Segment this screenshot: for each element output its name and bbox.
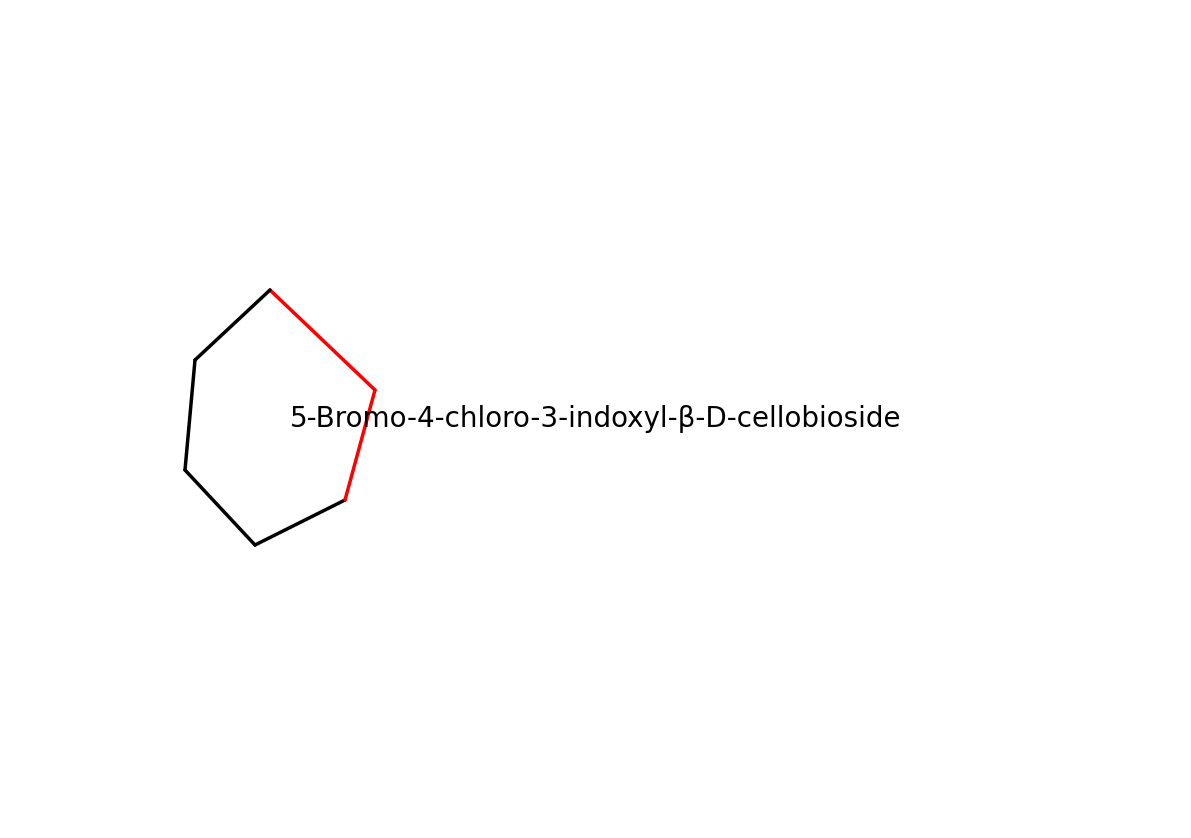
Text: 5-Bromo-4-chloro-3-indoxyl-β-D-cellobioside: 5-Bromo-4-chloro-3-indoxyl-β-D-cellobios… [289,405,902,433]
